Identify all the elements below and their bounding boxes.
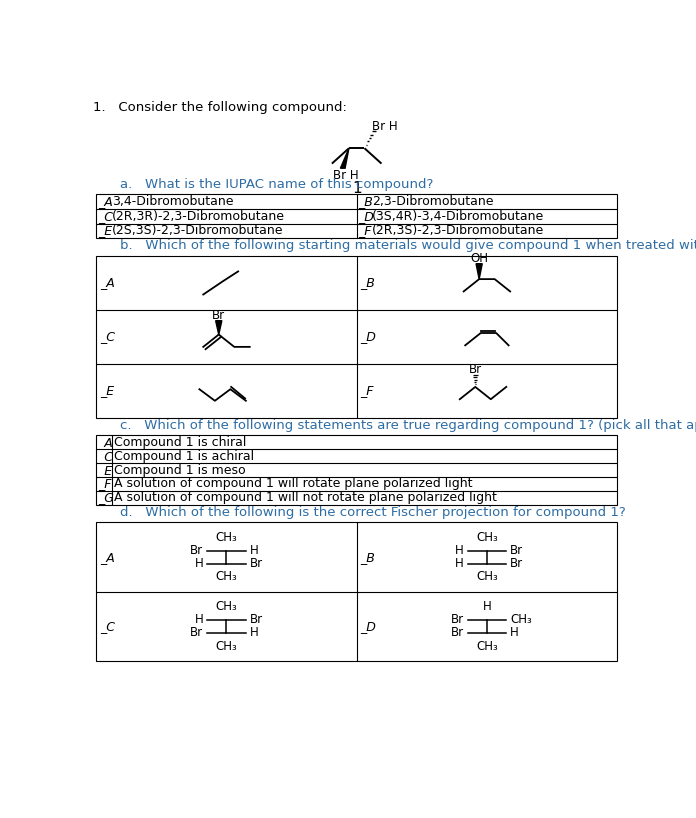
Text: 3,4-Dibromobutane: 3,4-Dibromobutane: [112, 196, 233, 209]
Text: CH₃: CH₃: [476, 570, 498, 583]
Text: H: H: [194, 557, 203, 570]
Text: A solution of compound 1 will not rotate plane polarized light: A solution of compound 1 will not rotate…: [114, 492, 497, 504]
Text: CH₃: CH₃: [216, 531, 237, 544]
Text: CH₃: CH₃: [510, 614, 532, 627]
Polygon shape: [476, 263, 482, 279]
Text: _D: _D: [358, 210, 374, 222]
Text: _E: _E: [100, 384, 114, 398]
Text: H: H: [250, 627, 258, 640]
Polygon shape: [340, 148, 349, 169]
Text: H: H: [455, 557, 464, 570]
Text: Compound 1 is chiral: Compound 1 is chiral: [114, 436, 246, 449]
Bar: [96, 195, 617, 238]
Text: _B: _B: [358, 196, 373, 209]
Text: CH₃: CH₃: [476, 531, 498, 544]
Text: CH₃: CH₃: [476, 640, 498, 653]
Text: Br: Br: [250, 557, 263, 570]
Text: Br H: Br H: [372, 120, 398, 133]
Text: H: H: [194, 614, 203, 627]
Text: a.   What is the IUPAC name of this compound?: a. What is the IUPAC name of this compou…: [120, 178, 434, 191]
Text: H: H: [510, 627, 519, 640]
Text: OH: OH: [470, 252, 488, 265]
Text: _B: _B: [361, 551, 375, 564]
Text: _F: _F: [98, 478, 111, 491]
Text: H: H: [482, 600, 491, 614]
Text: Br H: Br H: [333, 169, 359, 182]
Text: _A: _A: [98, 436, 113, 449]
Text: _A: _A: [98, 196, 113, 209]
Text: Br: Br: [250, 614, 263, 627]
Text: Br: Br: [450, 627, 464, 640]
Text: 1.   Consider the following compound:: 1. Consider the following compound:: [93, 101, 347, 114]
Text: H: H: [250, 544, 258, 557]
Text: Br: Br: [212, 309, 226, 321]
Text: _D: _D: [361, 330, 377, 344]
Text: CH₃: CH₃: [216, 600, 237, 614]
Text: Compound 1 is meso: Compound 1 is meso: [114, 464, 246, 477]
Text: _F: _F: [358, 224, 372, 237]
Text: _D: _D: [361, 620, 377, 633]
Text: _C: _C: [98, 450, 113, 463]
Text: Br: Br: [510, 544, 523, 557]
Text: _C: _C: [100, 330, 115, 344]
Text: _B: _B: [361, 276, 375, 290]
Text: _A: _A: [100, 551, 115, 564]
Bar: [96, 256, 617, 418]
Text: _A: _A: [100, 276, 115, 290]
Text: (2S,3S)-2,3-Dibromobutane: (2S,3S)-2,3-Dibromobutane: [112, 224, 283, 237]
Polygon shape: [216, 321, 222, 335]
Text: _E: _E: [98, 224, 112, 237]
Text: _C: _C: [100, 620, 115, 633]
Bar: [96, 523, 617, 661]
Text: c.   Which of the following statements are true regarding compound 1? (pick all : c. Which of the following statements are…: [120, 419, 696, 432]
Text: b.   Which of the following starting materials would give compound 1 when treate: b. Which of the following starting mater…: [120, 240, 696, 253]
Text: Br: Br: [510, 557, 523, 570]
Text: _G: _G: [98, 492, 113, 504]
Text: _C: _C: [98, 210, 113, 222]
Text: 1: 1: [352, 181, 361, 196]
Text: Compound 1 is achiral: Compound 1 is achiral: [114, 450, 254, 463]
Text: CH₃: CH₃: [216, 640, 237, 653]
Text: (2R,3S)-2,3-Dibromobutane: (2R,3S)-2,3-Dibromobutane: [372, 224, 544, 237]
Text: H: H: [455, 544, 464, 557]
Text: A solution of compound 1 will rotate plane polarized light: A solution of compound 1 will rotate pla…: [114, 478, 473, 491]
Text: _E: _E: [98, 464, 112, 477]
Text: 2,3-Dibromobutane: 2,3-Dibromobutane: [372, 196, 493, 209]
Text: _F: _F: [361, 384, 374, 398]
Text: Br: Br: [450, 614, 464, 627]
Text: Br: Br: [468, 363, 482, 376]
Text: d.   Which of the following is the correct Fischer projection for compound 1?: d. Which of the following is the correct…: [120, 506, 626, 519]
Bar: [96, 435, 617, 505]
Text: (3S,4R)-3,4-Dibromobutane: (3S,4R)-3,4-Dibromobutane: [372, 210, 544, 222]
Text: CH₃: CH₃: [216, 570, 237, 583]
Text: Br: Br: [190, 544, 203, 557]
Text: (2R,3R)-2,3-Dibromobutane: (2R,3R)-2,3-Dibromobutane: [112, 210, 285, 222]
Text: Br: Br: [190, 627, 203, 640]
